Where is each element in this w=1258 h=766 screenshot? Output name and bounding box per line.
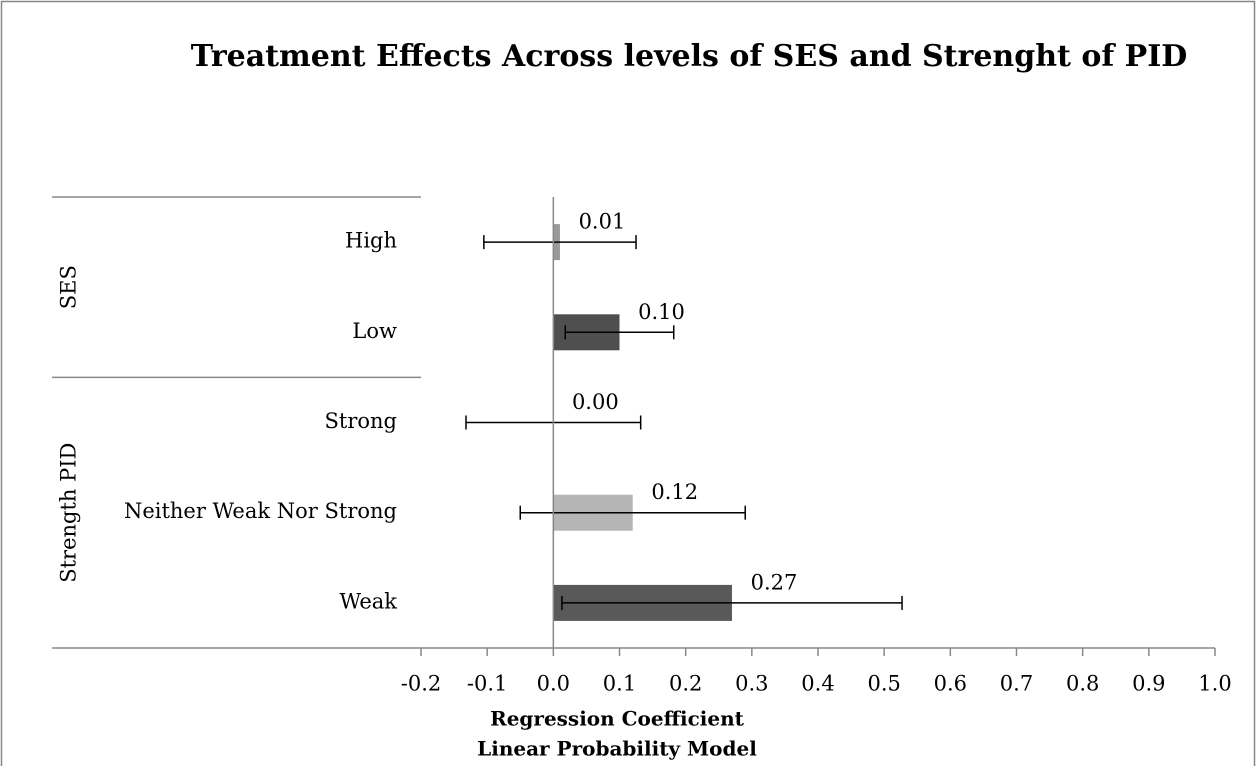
y-tick-label: Low [352, 319, 397, 343]
x-tick-label: 0.7 [1000, 672, 1033, 696]
data-label: 0.12 [651, 480, 698, 504]
y-tick-label: High [345, 229, 397, 253]
x-tick-label: 0.3 [735, 672, 768, 696]
chart-title: Treatment Effects Across levels of SES a… [191, 39, 1188, 74]
data-label: 0.01 [579, 210, 626, 234]
x-tick-label: 0.8 [1066, 672, 1099, 696]
x-tick-label: 0.1 [603, 672, 636, 696]
y-tick-label: Weak [339, 589, 397, 613]
x-tick-label: -0.2 [401, 672, 442, 696]
data-label: 0.27 [751, 570, 798, 594]
x-tick-label: 0.0 [537, 672, 570, 696]
x-axis-title: Linear Probability Model [477, 737, 757, 761]
x-axis-title: Regression Coefficient [490, 707, 745, 731]
data-label: 0.10 [638, 300, 685, 324]
x-tick-label: 0.6 [934, 672, 967, 696]
y-tick-label: Strong [325, 409, 397, 433]
group-label: Strength PID [57, 443, 81, 583]
x-tick-label: 1.0 [1198, 672, 1231, 696]
data-label: 0.00 [572, 390, 619, 414]
x-tick-label: 0.9 [1132, 672, 1165, 696]
x-tick-label: -0.1 [467, 672, 508, 696]
group-label: SES [57, 265, 81, 309]
x-tick-label: 0.2 [669, 672, 702, 696]
x-tick-label: 0.4 [801, 672, 834, 696]
y-tick-label: Neither Weak Nor Strong [124, 499, 397, 523]
x-tick-label: 0.5 [867, 672, 900, 696]
